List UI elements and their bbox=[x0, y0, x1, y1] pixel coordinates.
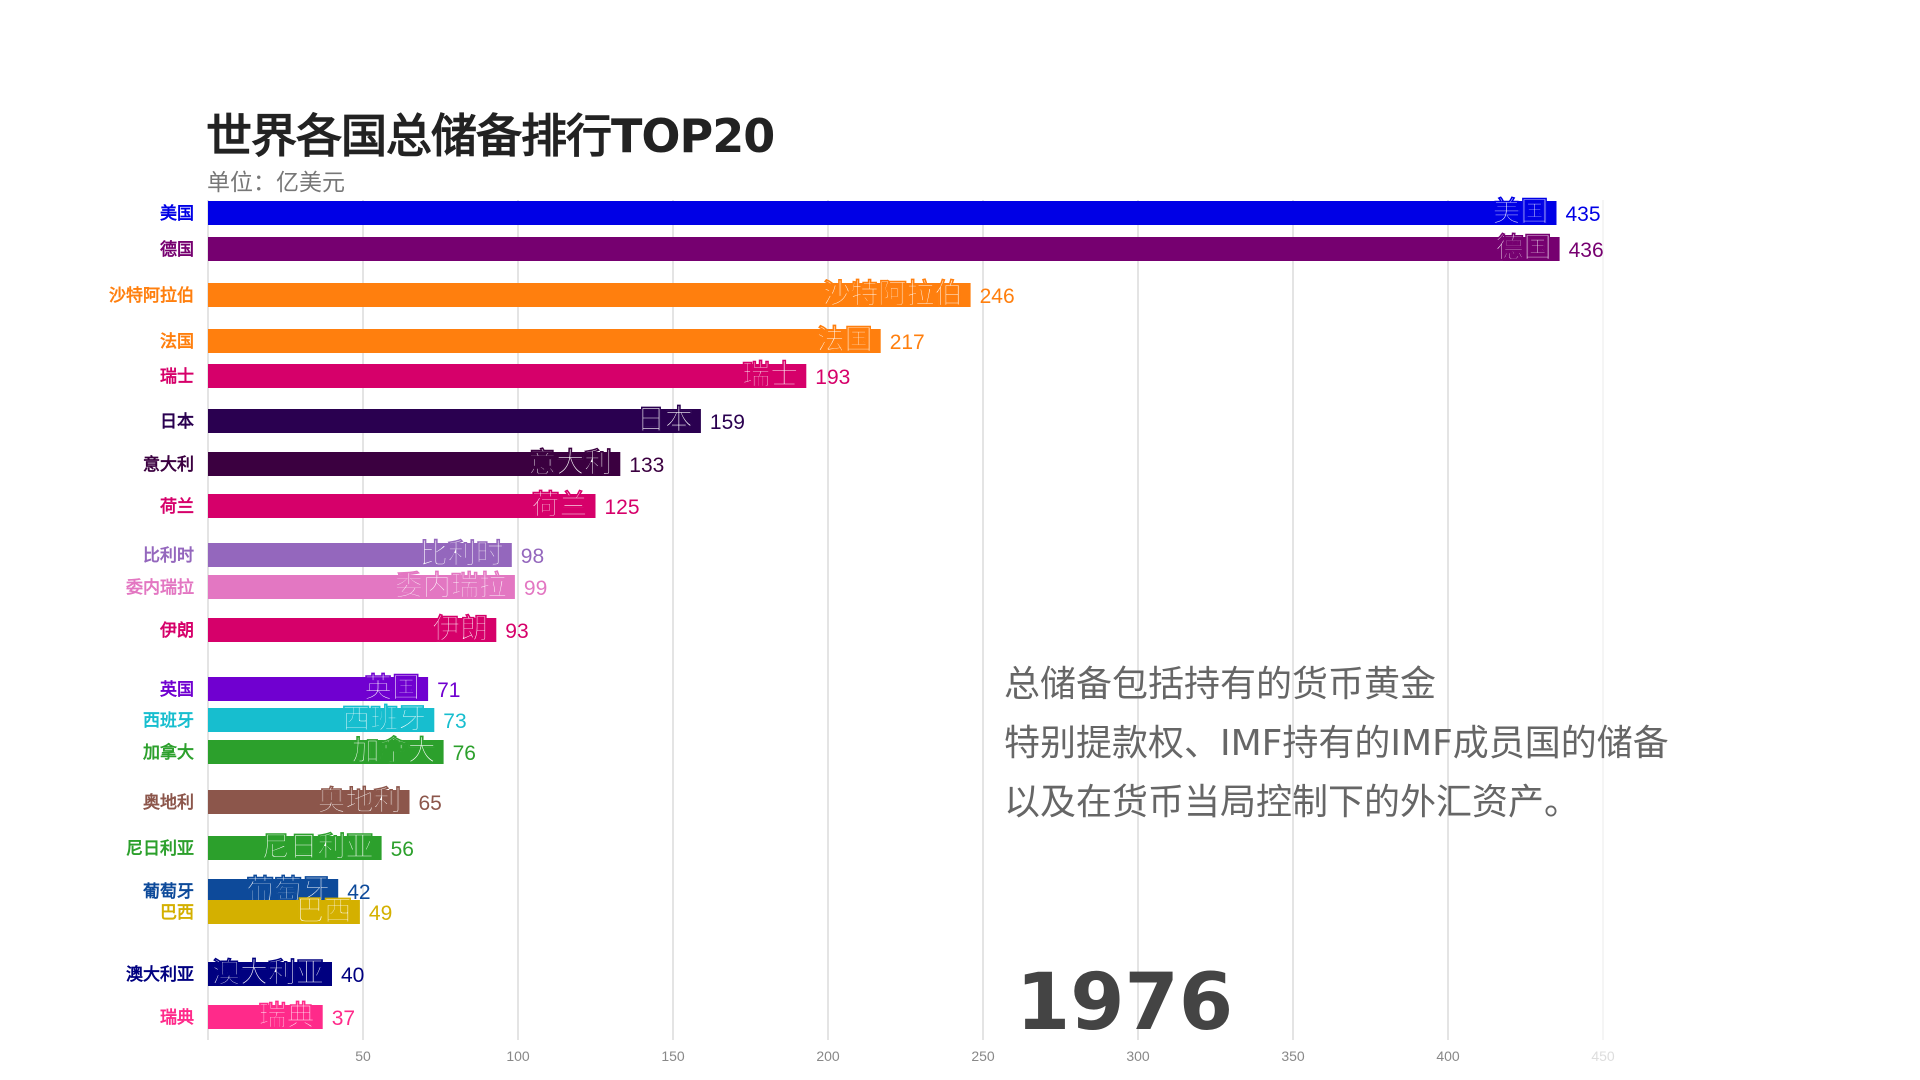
bar bbox=[208, 879, 339, 903]
value-label: 435 bbox=[1566, 203, 1601, 226]
category-label: 沙特阿拉伯 bbox=[109, 285, 194, 306]
value-label: 56 bbox=[391, 838, 414, 861]
bar bbox=[208, 962, 332, 986]
bar-inner-label: 比利时 bbox=[420, 537, 504, 570]
value-label: 37 bbox=[332, 1007, 355, 1030]
category-label: 尼日利亚 bbox=[126, 838, 194, 859]
bar-inner-label: 西班牙 bbox=[342, 702, 426, 735]
category-label: 西班牙 bbox=[143, 711, 194, 731]
value-label: 125 bbox=[605, 496, 640, 519]
category-label: 伊朗 bbox=[159, 620, 194, 641]
bar bbox=[208, 740, 444, 764]
category-label: 比利时 bbox=[143, 545, 194, 566]
category-label: 巴西 bbox=[160, 903, 194, 923]
bar bbox=[208, 790, 410, 814]
x-tick-label: 150 bbox=[661, 1048, 685, 1064]
bar-inner-label: 委内瑞拉 bbox=[394, 569, 507, 602]
value-label: 436 bbox=[1569, 239, 1604, 262]
bar bbox=[208, 708, 435, 732]
bar bbox=[208, 836, 382, 860]
x-tick-label: 400 bbox=[1436, 1048, 1460, 1064]
annotation-line: 总储备包括持有的货币黄金 bbox=[1004, 664, 1437, 705]
x-tick-label: 200 bbox=[816, 1048, 840, 1064]
chart-title: 世界各国总储备排行TOP20 bbox=[206, 109, 775, 163]
category-label: 奥地利 bbox=[143, 792, 194, 813]
x-tick-label: 250 bbox=[971, 1048, 995, 1064]
bar bbox=[208, 329, 881, 353]
bar-inner-label: 尼日利亚 bbox=[262, 830, 374, 863]
value-label: 49 bbox=[369, 902, 392, 925]
value-label: 246 bbox=[980, 285, 1015, 308]
chart-subtitle: 单位：亿美元 bbox=[207, 170, 345, 196]
category-label: 瑞典 bbox=[160, 1007, 194, 1028]
category-label: 委内瑞拉 bbox=[125, 577, 194, 598]
bar-inner-label: 巴西 bbox=[296, 894, 352, 927]
value-label: 98 bbox=[521, 545, 544, 568]
bar-inner-label: 德国 bbox=[1496, 231, 1552, 264]
annotation-line: 特别提款权、IMF持有的IMF成员国的储备 bbox=[1004, 723, 1669, 764]
bar bbox=[208, 452, 621, 476]
x-tick-label: 50 bbox=[355, 1048, 371, 1064]
bar bbox=[208, 201, 1557, 225]
bar bbox=[208, 900, 360, 924]
bar-inner-label: 荷兰 bbox=[531, 488, 587, 521]
category-label: 加拿大 bbox=[142, 742, 194, 763]
category-label: 瑞士 bbox=[160, 366, 194, 387]
bar bbox=[208, 1005, 323, 1029]
value-label: 42 bbox=[347, 881, 370, 904]
bar-inner-label: 美国 bbox=[1492, 195, 1548, 228]
bar bbox=[208, 575, 515, 599]
value-label: 193 bbox=[815, 366, 850, 389]
bar bbox=[208, 283, 971, 307]
bar-inner-label: 加拿大 bbox=[352, 734, 436, 767]
annotation: 总储备包括持有的货币黄金 特别提款权、IMF持有的IMF成员国的储备 以及在货币… bbox=[1004, 655, 1669, 832]
category-label: 英国 bbox=[160, 679, 194, 700]
category-label: 日本 bbox=[160, 411, 194, 432]
value-label: 217 bbox=[890, 331, 925, 354]
category-label: 法国 bbox=[160, 331, 194, 352]
category-label: 澳大利亚 bbox=[126, 964, 194, 985]
bar-inner-label: 法国 bbox=[817, 323, 873, 356]
category-label: 意大利 bbox=[143, 454, 194, 475]
x-tick-label: 350 bbox=[1281, 1048, 1305, 1064]
bar bbox=[208, 364, 807, 388]
value-label: 159 bbox=[710, 411, 745, 434]
bar bbox=[208, 494, 596, 518]
value-label: 71 bbox=[437, 679, 460, 702]
bar-inner-label: 意大利 bbox=[528, 446, 612, 479]
bar-inner-label: 澳大利亚 bbox=[212, 956, 324, 989]
bar bbox=[208, 237, 1560, 261]
bar bbox=[208, 543, 512, 567]
value-label: 76 bbox=[453, 742, 476, 765]
category-label: 德国 bbox=[160, 239, 194, 260]
category-label: 葡萄牙 bbox=[142, 881, 194, 902]
year-label: 1976 bbox=[1016, 958, 1234, 1048]
bar-inner-label: 瑞士 bbox=[742, 358, 798, 391]
value-label: 65 bbox=[419, 792, 442, 815]
category-label: 荷兰 bbox=[160, 496, 194, 517]
bar-inner-label: 日本 bbox=[637, 403, 693, 436]
bar-inner-label: 伊朗 bbox=[431, 612, 488, 645]
bar bbox=[208, 409, 701, 433]
value-label: 93 bbox=[505, 620, 528, 643]
bar bbox=[208, 677, 429, 701]
annotation-line: 以及在货币当局控制下的外汇资产。 bbox=[1004, 782, 1581, 823]
value-label: 99 bbox=[524, 577, 547, 600]
bar-inner-label: 奥地利 bbox=[317, 784, 401, 817]
bar-inner-label: 沙特阿拉伯 bbox=[823, 277, 963, 310]
bar-inner-label: 英国 bbox=[364, 671, 420, 704]
category-label: 美国 bbox=[160, 203, 194, 224]
x-tick-label: 100 bbox=[506, 1048, 530, 1064]
value-label: 40 bbox=[341, 964, 364, 987]
x-tick-label: 300 bbox=[1126, 1048, 1150, 1064]
value-label: 73 bbox=[443, 710, 466, 733]
bar-inner-label: 瑞典 bbox=[259, 999, 315, 1032]
x-tick-label: 450 bbox=[1591, 1048, 1615, 1064]
bar bbox=[208, 618, 497, 642]
value-label: 133 bbox=[629, 454, 664, 477]
